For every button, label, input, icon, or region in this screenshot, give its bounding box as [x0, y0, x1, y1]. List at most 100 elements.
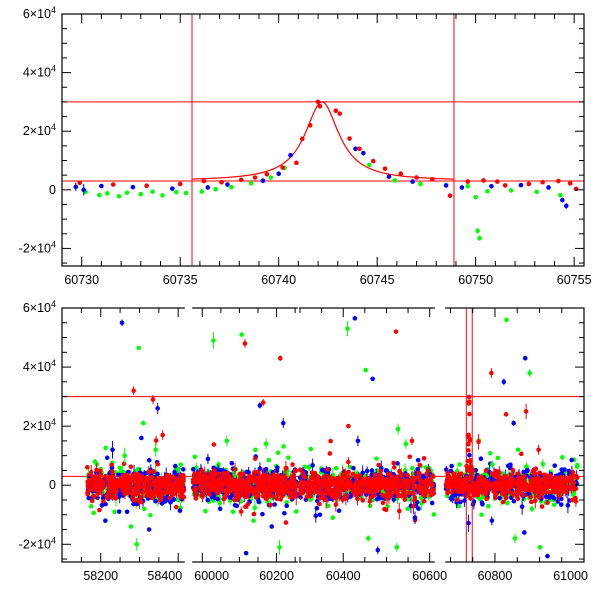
- bottom-green-point: [281, 444, 286, 449]
- bottom-red-point: [138, 483, 143, 489]
- bottom-blue-point: [384, 468, 390, 473]
- bottom-blue-outlier-point: [269, 524, 275, 529]
- bottom-blue-outlier-point: [352, 316, 358, 321]
- bottom-red-point: [274, 496, 279, 501]
- top-ytick-label: 4×104: [23, 64, 56, 80]
- bottom-blue-outlier-point: [280, 420, 286, 426]
- top-ytick-label: -2×104: [19, 239, 56, 255]
- top-ytick-mantissa: 6×10: [23, 7, 51, 21]
- bottom-red-point: [208, 472, 214, 477]
- bottom-red-point: [250, 478, 256, 484]
- bottom-blue-outlier-point: [522, 355, 528, 361]
- top-green-point: [366, 162, 372, 168]
- bottom-red-point: [493, 468, 499, 474]
- bottom-red-point: [421, 487, 427, 492]
- bottom-red-point: [192, 474, 198, 480]
- bottom-red-point: [530, 468, 536, 474]
- bottom-axis-break-bottom: [184, 560, 193, 564]
- top-green-point: [392, 178, 398, 183]
- bottom-red-point: [545, 500, 550, 505]
- top-red-point: [144, 183, 150, 189]
- bottom-red-point: [327, 451, 333, 456]
- bottom-red-point: [198, 474, 203, 479]
- bottom-red-point: [241, 481, 247, 487]
- top-ytick-exponent: 4: [51, 64, 56, 74]
- bottom-red-point: [310, 472, 316, 478]
- bottom-blue-point: [86, 495, 92, 501]
- bottom-red-point: [146, 469, 152, 475]
- bottom-blue-outlier-point: [139, 435, 144, 441]
- bottom-red-point: [317, 485, 322, 490]
- bottom-red-point: [574, 475, 580, 481]
- bottom-green-outlier-point: [275, 450, 281, 456]
- bottom-red-outlier-point: [277, 355, 283, 361]
- bottom-red-point: [501, 475, 507, 480]
- bottom-ytick-exponent: 4: [51, 417, 56, 427]
- bottom-blue-point: [275, 465, 280, 470]
- bottom-green-point: [178, 462, 183, 467]
- bottom-red-point: [155, 485, 161, 490]
- bottom-red-point: [475, 491, 480, 496]
- bottom-red-point: [394, 474, 400, 480]
- top-red-point: [77, 180, 83, 186]
- bottom-blue-point: [274, 468, 280, 474]
- top-green-point: [268, 175, 274, 180]
- bottom-red-point: [250, 487, 255, 493]
- bottom-plot-area: [62, 308, 584, 562]
- top-red-point: [481, 178, 486, 183]
- bottom-red-point: [159, 476, 164, 482]
- bottom-flare-red-point: [469, 467, 474, 473]
- bottom-green-point: [148, 512, 153, 518]
- top-red-point: [526, 181, 532, 187]
- bottom-red-point: [360, 498, 366, 503]
- bottom-red-point: [294, 483, 299, 489]
- bottom-red-point: [105, 476, 110, 482]
- bottom-red-point: [291, 472, 296, 478]
- top-xtick-label: 60730: [64, 273, 99, 287]
- bottom-red-point: [155, 461, 161, 467]
- bottom-red-point: [449, 489, 455, 495]
- bottom-green-outlier-point: [394, 544, 400, 550]
- top-green-point: [475, 228, 480, 234]
- top-green-point: [105, 191, 110, 196]
- bottom-red-point: [510, 467, 516, 473]
- top-red-point: [430, 176, 435, 182]
- bottom-green-outlier-point: [363, 367, 369, 373]
- bottom-red-point: [128, 464, 134, 470]
- top-green-point: [124, 190, 130, 196]
- top-blue-point: [81, 187, 86, 193]
- top-red-point: [333, 108, 339, 113]
- bottom-red-point: [199, 468, 205, 473]
- top-ytick-mantissa: 2×10: [23, 124, 51, 138]
- top-red-point: [264, 171, 270, 177]
- bottom-red-outlier-point: [503, 412, 509, 417]
- bottom-red-point: [430, 473, 435, 478]
- bottom-blue-outlier-point: [217, 506, 223, 512]
- top-green-point: [473, 194, 478, 200]
- bottom-red-point: [279, 490, 285, 495]
- bottom-red-point: [529, 486, 534, 491]
- bottom-red-point: [396, 493, 402, 498]
- bottom-green-point: [294, 509, 299, 514]
- bottom-red-point: [84, 465, 90, 470]
- top-blue-point: [560, 197, 565, 203]
- bottom-red-point: [158, 497, 163, 503]
- bottom-red-point: [298, 491, 304, 496]
- bottom-red-point: [400, 487, 406, 493]
- bottom-red-point: [179, 481, 184, 487]
- bottom-red-point: [407, 454, 413, 460]
- bottom-green-outlier-point: [479, 512, 484, 518]
- bottom-red-point: [245, 476, 251, 482]
- bottom-red-point: [383, 507, 389, 513]
- bottom-blue-point: [569, 457, 575, 463]
- bottom-blue-outlier-point: [501, 379, 507, 385]
- bottom-blue-point: [466, 520, 471, 526]
- top-blue-point: [225, 182, 230, 187]
- bottom-red-point: [418, 478, 423, 483]
- bottom-red-point: [572, 486, 577, 492]
- bottom-red-point: [278, 482, 284, 488]
- bottom-red-point: [146, 490, 151, 496]
- bottom-red-outlier-point: [242, 341, 248, 346]
- bottom-green-outlier-point: [489, 462, 495, 467]
- bottom-red-point: [569, 473, 575, 479]
